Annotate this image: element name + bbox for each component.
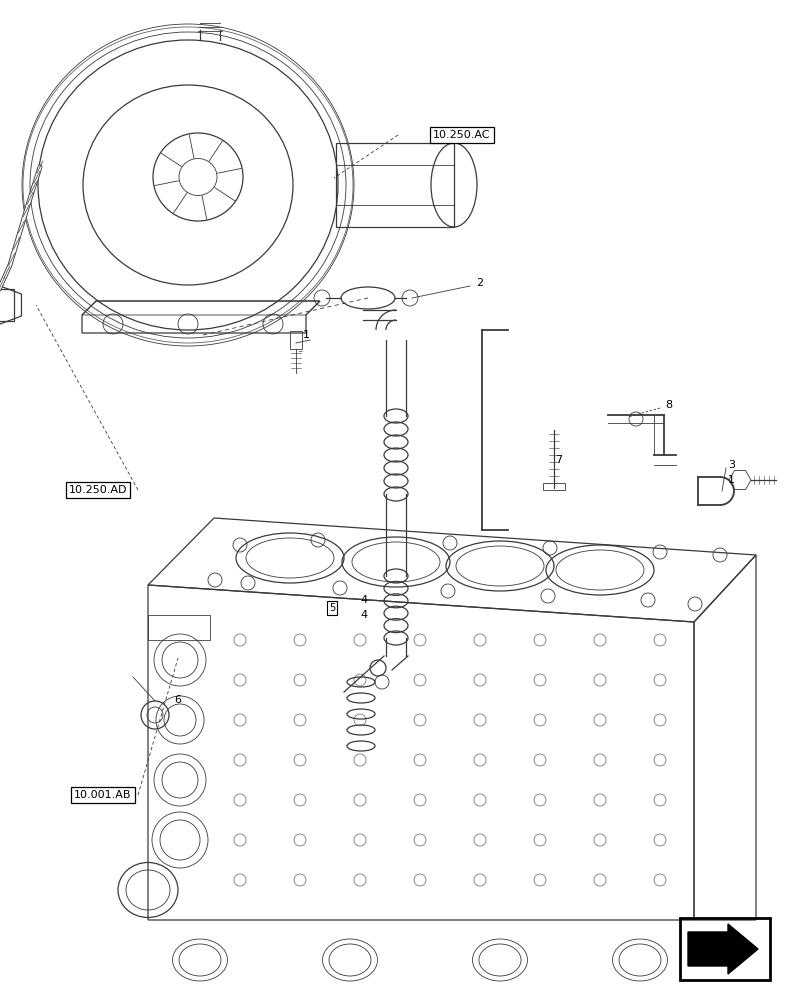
Text: 3: 3 (727, 460, 734, 470)
Text: 4: 4 (359, 610, 367, 620)
Text: 8: 8 (664, 400, 672, 410)
Bar (290, 331, 302, 349)
Text: 6: 6 (174, 695, 181, 705)
Bar (0, 289, 14, 321)
Text: 5: 5 (328, 603, 335, 613)
Text: 2: 2 (475, 278, 483, 288)
Text: 10.001.AB: 10.001.AB (74, 790, 131, 800)
Text: 1: 1 (727, 475, 734, 485)
Polygon shape (687, 924, 757, 974)
Text: 1: 1 (303, 330, 310, 340)
Bar (679, 918, 769, 980)
Text: _: _ (298, 346, 301, 352)
Bar (336, 143, 453, 227)
Text: 7: 7 (554, 455, 561, 465)
Text: 10.250.AD: 10.250.AD (69, 485, 127, 495)
Text: 4: 4 (359, 595, 367, 605)
Bar (543, 483, 564, 490)
Text: 10.250.AC: 10.250.AC (433, 130, 490, 140)
